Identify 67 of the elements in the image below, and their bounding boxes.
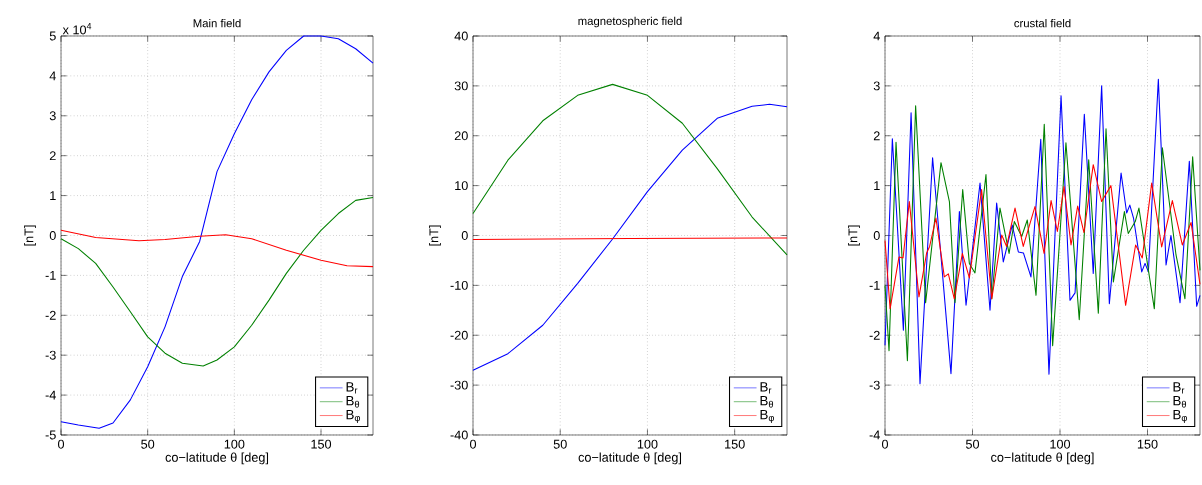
legend-label: B$_{φ}$ [1173, 409, 1187, 424]
x-axis-title: co−latitude θ [deg] [165, 452, 269, 465]
y-axis-title: [nT] [848, 225, 860, 246]
y-tick-label: 2 [873, 131, 880, 141]
y-axis-title: [nT] [24, 225, 36, 246]
legend-label: B$_{r}$ [346, 382, 358, 394]
y-tick-label: 3 [49, 111, 56, 121]
x-tick-label: 0 [469, 439, 477, 449]
legend-label: B$_{r}$ [1173, 382, 1185, 394]
x-axis-title: co−latitude θ [deg] [991, 452, 1094, 465]
line-series [60, 35, 374, 429]
x-tick-label: 0 [58, 439, 65, 449]
y-tick-label: 1 [50, 191, 56, 200]
y-tick-label: 1 [874, 181, 880, 190]
x-tick-label: 0 [881, 439, 889, 449]
y-tick-label: -10 [450, 280, 468, 290]
x-tick-label: 150 [311, 439, 332, 449]
x-tick-label: 50 [141, 439, 155, 449]
chart-title: magnetospheric field [578, 16, 682, 28]
x-tick-label: 50 [965, 439, 980, 449]
x-tick-label: 150 [725, 439, 745, 449]
y-tick-label: 3 [873, 81, 880, 91]
y-tick-label: 0 [461, 231, 468, 240]
y-tick-label: 30 [454, 81, 468, 91]
legend-label: B$_{φ}$ [760, 409, 775, 424]
y-tick-label: 40 [454, 31, 468, 41]
y-tick-label: -4 [869, 430, 880, 440]
legend-label: B$_{φ}$ [346, 409, 361, 424]
y-tick-label: -3 [45, 350, 56, 360]
chart-title: crustal field [1014, 18, 1071, 28]
y-tick-label: -2 [45, 310, 56, 320]
y-tick-label: 5 [49, 31, 56, 41]
line-series [60, 229, 374, 268]
line-series [884, 164, 1201, 310]
x-tick-label: 50 [553, 439, 567, 449]
y-tick-label: 4 [873, 31, 880, 41]
y-tick-label: -30 [450, 380, 468, 390]
legend-label: B$_{θ}$ [760, 396, 774, 408]
legend-label: B$_{θ}$ [346, 396, 360, 408]
line-series [60, 197, 374, 367]
legend-label: B$_{θ}$ [1173, 396, 1187, 408]
y-tick-label: -40 [450, 430, 468, 440]
text: x 10$^{4}$ [62, 23, 92, 35]
chart-title: Main field [193, 18, 241, 28]
y-tick-label: -1 [45, 271, 56, 280]
y-tick-label: -20 [450, 330, 468, 340]
x-tick-label: 100 [637, 439, 658, 449]
line-series [472, 103, 788, 371]
y-tick-label: -3 [869, 380, 880, 390]
y-tick-label: 10 [455, 181, 468, 191]
y-tick-label: 0 [49, 231, 56, 240]
y-tick-label: 0 [873, 231, 880, 240]
y-tick-label: -2 [869, 330, 880, 340]
x-axis-title: co−latitude θ [deg] [578, 452, 682, 465]
line-series [472, 83, 788, 256]
x-tick-label: 150 [1137, 439, 1158, 449]
y-tick-label: 2 [49, 151, 56, 161]
x-tick-label: 100 [1050, 439, 1071, 449]
y-axis-title: [nT] [429, 225, 441, 246]
y-tick-label: -5 [45, 430, 56, 440]
y-tick-label: -1 [869, 281, 880, 290]
y-tick-label: 20 [454, 131, 468, 141]
y-tick-label: -4 [45, 390, 56, 400]
x-tick-label: 100 [224, 439, 245, 449]
legend-label: B$_{r}$ [760, 382, 772, 394]
line-series [884, 105, 1201, 362]
y-tick-label: 4 [49, 71, 56, 81]
